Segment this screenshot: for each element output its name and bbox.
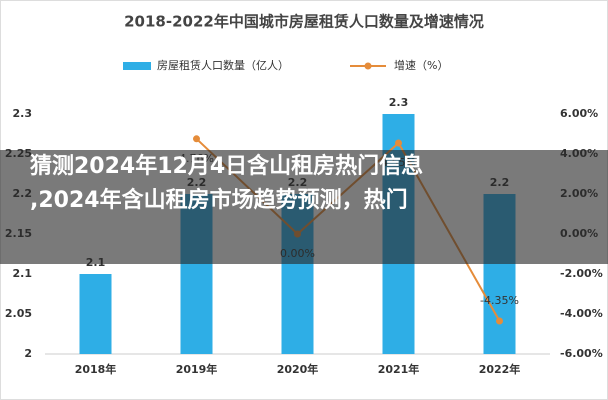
y-tick-label: 2.05: [5, 307, 32, 320]
legend-swatch: [123, 62, 151, 70]
y2-tick-label: -6.00%: [560, 347, 603, 360]
bar: [79, 274, 112, 354]
overlay-banner: 猜测2024年12月4日含山租房热门信息 ,2024年含山租房市场趋势预测，热门: [0, 150, 608, 264]
bar-value-label: 2.3: [389, 96, 409, 109]
line-marker: [193, 135, 200, 143]
overlay-text: ,2024年含山租房市场趋势预测，热门: [30, 188, 408, 213]
x-tick-label: 2020年: [277, 362, 319, 376]
legend-label: 增速（%）: [394, 58, 448, 72]
y2-tick-label: -2.00%: [560, 267, 603, 280]
line-marker: [395, 139, 402, 147]
legend-label: 房屋租赁人口数量（亿人）: [157, 58, 289, 72]
y2-tick-label: 6.00%: [560, 107, 598, 120]
y-tick-label: 2: [24, 347, 32, 360]
x-tick-label: 2021年: [378, 362, 420, 376]
x-tick-label: 2019年: [176, 362, 218, 376]
y2-tick-label: -4.00%: [560, 307, 603, 320]
x-tick-label: 2022年: [479, 362, 521, 376]
y-tick-label: 2.3: [13, 107, 33, 120]
line-value-label: -4.35%: [480, 294, 519, 307]
chart-title: 2018-2022年中国城市房屋租赁人口数量及增速情况: [124, 13, 484, 31]
y-tick-label: 2.1: [13, 267, 33, 280]
line-marker: [496, 317, 503, 325]
overlay-text: 猜测2024年12月4日含山租房热门信息: [30, 154, 424, 179]
x-tick-label: 2018年: [75, 362, 117, 376]
legend-marker: [364, 62, 372, 70]
